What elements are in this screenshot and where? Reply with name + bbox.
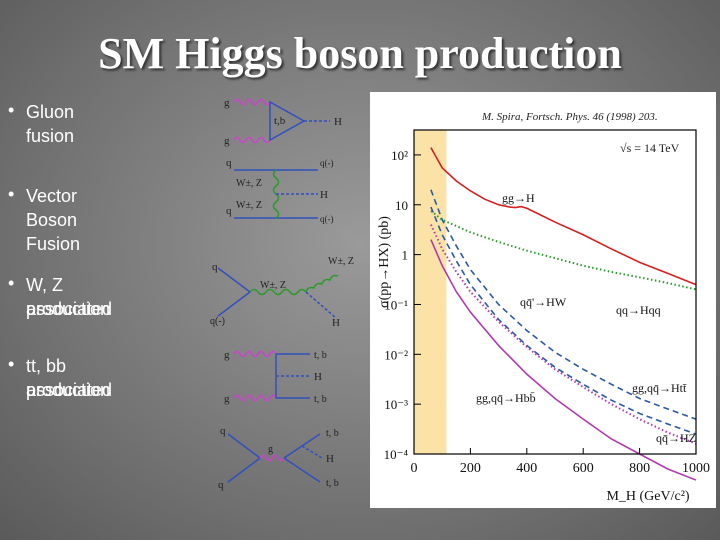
label-t-top: t, b xyxy=(326,428,339,439)
diagram-vbf: q q q(-) q(-) W±, Z W±, Z H xyxy=(226,157,334,224)
label-t-top: t, b xyxy=(314,350,327,361)
y-axis-label: σ(pp→HX) (pb) xyxy=(377,216,392,308)
label-boson-top: W±, Z xyxy=(236,178,262,189)
diagram-gluon-fusion: g g t,b H xyxy=(224,97,342,147)
bullet-text: Gluon fusion xyxy=(26,102,75,146)
y-tick-label: 10⁻¹ xyxy=(384,297,408,312)
label-h: H xyxy=(332,317,340,329)
label-g-bottom: g xyxy=(224,393,230,405)
diagram-tth-qq: q q g t, b H t, b xyxy=(218,425,339,491)
diagram-associated-vh: q q(-) W±, Z W±, Z H xyxy=(210,256,354,329)
label-h: H xyxy=(334,116,342,128)
bullet-marker: • xyxy=(8,100,15,120)
label-q-out-bottom: q(-) xyxy=(320,214,334,224)
diagram-tth-gg: g g t, b H t, b xyxy=(224,349,327,405)
label-h: H xyxy=(326,453,334,465)
series-label-3: gg,qq̄→Htt̄ xyxy=(632,381,687,395)
series-line-4 xyxy=(430,224,697,445)
bullet-marker: • xyxy=(8,354,15,374)
plot-frame xyxy=(413,129,697,455)
x-tick-label: 800 xyxy=(629,461,650,476)
label-g-bottom: g xyxy=(224,135,230,147)
bullet-marker: • xyxy=(8,273,15,293)
label-g-top: g xyxy=(224,97,230,109)
bullet-marker: • xyxy=(8,184,15,204)
label-boson-out: W±, Z xyxy=(328,256,354,267)
label-qbar-in: q xyxy=(218,479,224,491)
citation-label: M. Spira, Fortsch. Phys. 46 (1998) 203. xyxy=(481,111,658,123)
label-q-in: q xyxy=(212,261,218,273)
ticks-layer: 0 200 400 600 800 1000 10⁻⁴ 10⁻³ 10⁻² 10⁻¹ 1 10 10² xyxy=(384,148,710,476)
label-g-top: g xyxy=(224,349,230,361)
series-label-2: qq→Hqq xyxy=(616,303,661,317)
label-loop: t,b xyxy=(274,115,286,127)
x-tick-label: 200 xyxy=(460,461,481,476)
series-label-5: qq̄→HZ xyxy=(656,431,696,445)
y-tick-label: 10⁻² xyxy=(384,347,408,362)
x-tick-label: 400 xyxy=(516,461,537,476)
y-tick-label: 10 xyxy=(395,198,408,213)
label-boson: W±, Z xyxy=(260,280,286,291)
x-tick-label: 600 xyxy=(573,461,594,476)
x-axis-label: M_H (GeV/c²) xyxy=(606,489,689,504)
series-line-3 xyxy=(430,206,697,435)
bullet-text: tt, bb associated xyxy=(26,356,113,400)
label-q-top: q xyxy=(226,157,232,169)
y-tick-label: 10⁻⁴ xyxy=(384,447,409,462)
bullet-text: W, Z associated xyxy=(26,275,113,319)
label-qbar-in: q(-) xyxy=(210,316,225,327)
label-t-bottom: t, b xyxy=(326,478,339,489)
label-q-in: q xyxy=(220,425,226,437)
series-line-2 xyxy=(430,189,697,420)
energy-label: √s = 14 TeV xyxy=(620,141,680,155)
y-tick-label: 10⁻³ xyxy=(384,397,408,412)
y-tick-label: 1 xyxy=(402,248,409,263)
label-t-bottom: t, b xyxy=(314,394,327,405)
x-tick-label: 1000 xyxy=(682,461,710,476)
series-label-1: qq̄'→HW xyxy=(520,295,567,309)
series-labels-layer: gg→H qq̄'→HW qq→Hqq gg,qq̄→Htt̄ gg,qq̄→Hbb̄ q… xyxy=(476,191,696,445)
y-tick-label: 10² xyxy=(391,148,408,163)
label-g: g xyxy=(268,444,273,455)
excluded-mass-band xyxy=(414,130,447,454)
series-layer xyxy=(430,147,697,481)
label-h: H xyxy=(314,371,322,383)
series-line-0 xyxy=(430,147,697,286)
label-q-out-top: q(-) xyxy=(320,158,334,168)
bullet-text: production xyxy=(26,380,111,400)
slide-title: SM Higgs boson production xyxy=(98,29,622,78)
series-label-0: gg→H xyxy=(502,191,535,205)
series-label-4: gg,qq̄→Hbb̄ xyxy=(476,391,536,405)
series-line-5 xyxy=(430,239,697,481)
label-boson-bottom: W±, Z xyxy=(236,200,262,211)
label-h: H xyxy=(320,189,328,201)
feynman-diagrams: g g t,b H q q q(-) q(-) W±, Z W±, Z H q … xyxy=(210,97,354,491)
cross-section-plot: 0 200 400 600 800 100010⁻⁴10⁻³10⁻²10⁻¹11010² … xyxy=(370,92,716,508)
series-line-1 xyxy=(430,210,697,291)
bullet-text: Vector Boson Fusion xyxy=(26,186,81,254)
label-q-bottom: q xyxy=(226,205,232,217)
x-tick-label: 0 xyxy=(411,461,418,476)
bullet-text: production xyxy=(26,299,111,319)
